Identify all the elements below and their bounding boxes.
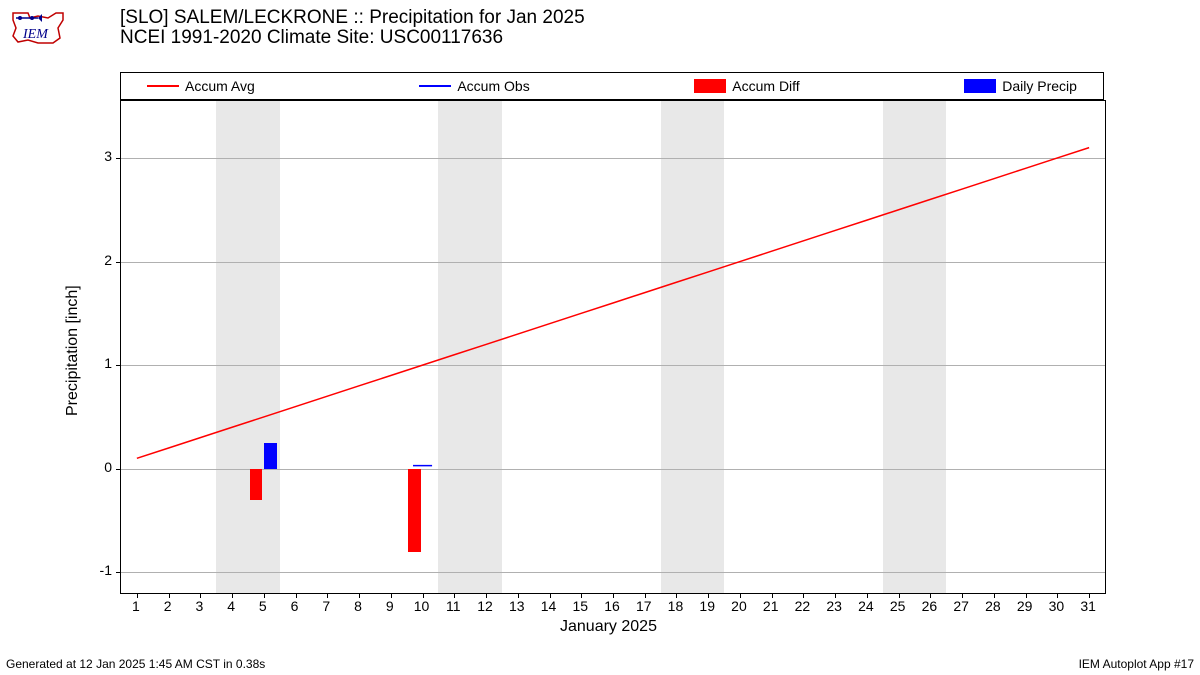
footer-app: IEM Autoplot App #17	[1079, 657, 1194, 671]
y-tick-label: 1	[72, 355, 112, 371]
x-tick-label: 14	[537, 598, 561, 614]
x-tick-label: 28	[981, 598, 1005, 614]
x-tick-label: 15	[568, 598, 592, 614]
x-tick-label: 8	[346, 598, 370, 614]
x-tick-label: 20	[727, 598, 751, 614]
x-tick-label: 7	[314, 598, 338, 614]
x-tick-label: 30	[1044, 598, 1068, 614]
x-tick-label: 4	[219, 598, 243, 614]
iem-logo: IEM	[8, 8, 68, 48]
footer-generated: Generated at 12 Jan 2025 1:45 AM CST in …	[6, 657, 265, 671]
legend-swatch	[147, 85, 179, 87]
y-tick-label: 0	[72, 459, 112, 475]
x-tick-label: 13	[505, 598, 529, 614]
legend-label: Daily Precip	[1002, 78, 1077, 94]
x-tick-label: 11	[441, 598, 465, 614]
y-tick-label: 3	[72, 148, 112, 164]
x-tick-label: 27	[949, 598, 973, 614]
x-tick-label: 17	[632, 598, 656, 614]
x-tick-label: 23	[822, 598, 846, 614]
x-tick-label: 22	[790, 598, 814, 614]
x-axis-label: January 2025	[560, 618, 657, 636]
legend-swatch	[964, 79, 996, 93]
x-tick-label: 12	[473, 598, 497, 614]
y-tick	[116, 469, 121, 470]
legend-swatch	[694, 79, 726, 93]
title-line-1: [SLO] SALEM/LECKRONE :: Precipitation fo…	[120, 8, 585, 28]
x-tick-label: 2	[156, 598, 180, 614]
plot-area	[120, 100, 1106, 594]
x-tick-label: 25	[886, 598, 910, 614]
x-tick-label: 31	[1076, 598, 1100, 614]
x-tick-label: 3	[187, 598, 211, 614]
x-tick-label: 21	[759, 598, 783, 614]
y-tick	[116, 158, 121, 159]
y-tick	[116, 572, 121, 573]
x-tick-label: 18	[663, 598, 687, 614]
legend-item: Daily Precip	[964, 78, 1077, 94]
legend-swatch	[419, 85, 451, 87]
legend-label: Accum Obs	[457, 78, 529, 94]
y-tick-label: 2	[72, 252, 112, 268]
x-tick-label: 5	[251, 598, 275, 614]
legend-label: Accum Diff	[732, 78, 799, 94]
x-tick-label: 26	[917, 598, 941, 614]
legend-item: Accum Diff	[694, 78, 799, 94]
x-tick-label: 1	[124, 598, 148, 614]
x-tick-label: 9	[378, 598, 402, 614]
line-accum-avg	[137, 148, 1089, 459]
x-tick-label: 19	[695, 598, 719, 614]
y-axis-label: Precipitation [inch]	[64, 285, 82, 416]
x-tick-label: 6	[283, 598, 307, 614]
legend-label: Accum Avg	[185, 78, 255, 94]
legend-item: Accum Avg	[147, 78, 255, 94]
x-tick-label: 16	[600, 598, 624, 614]
x-tick-label: 24	[854, 598, 878, 614]
svg-text:IEM: IEM	[22, 27, 49, 42]
y-tick	[116, 262, 121, 263]
y-tick-label: -1	[72, 562, 112, 578]
x-tick-label: 29	[1013, 598, 1037, 614]
legend-item: Accum Obs	[419, 78, 529, 94]
legend: Accum Avg Accum Obs Accum Diff Daily Precip	[120, 72, 1104, 100]
y-tick	[116, 365, 121, 366]
title-line-2: NCEI 1991-2020 Climate Site: USC00117636	[120, 28, 585, 48]
chart-title: [SLO] SALEM/LECKRONE :: Precipitation fo…	[120, 8, 585, 48]
x-tick-label: 10	[410, 598, 434, 614]
